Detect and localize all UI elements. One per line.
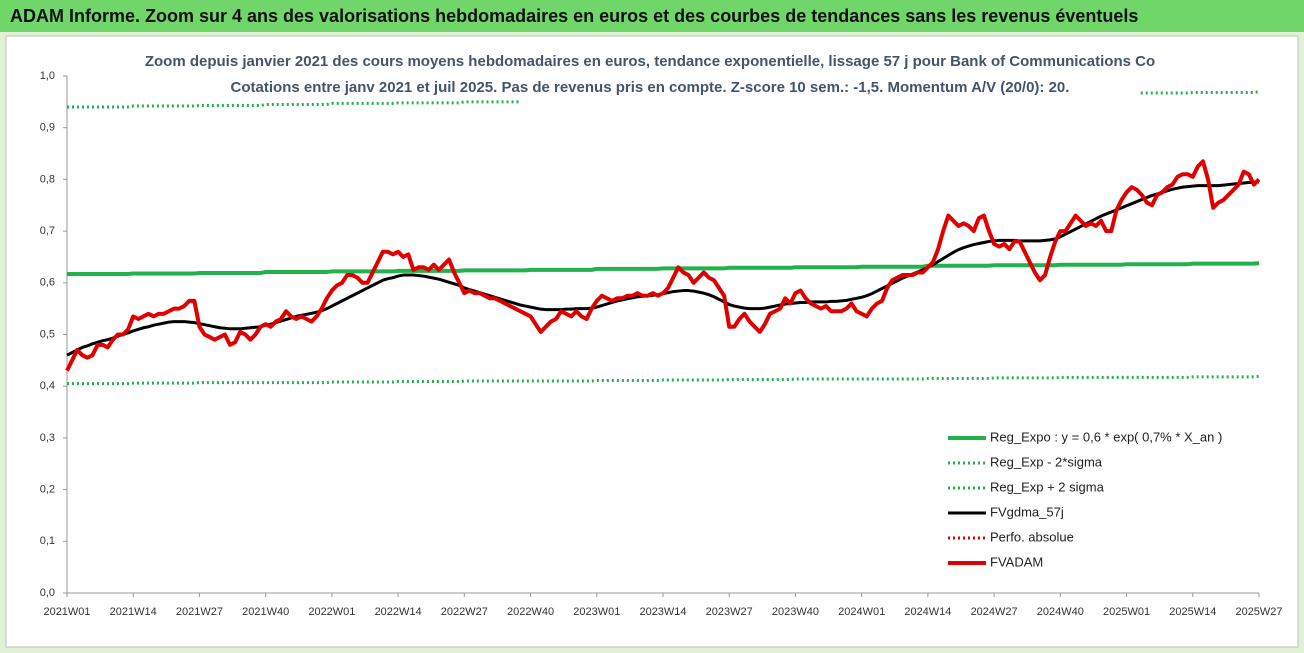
y-tick-label: 0,9 — [40, 122, 55, 134]
series-line — [67, 374, 1260, 386]
x-tick-label: 2023W40 — [772, 606, 819, 618]
subtitle-backdrop — [520, 42, 1140, 114]
x-tick-label: 2022W40 — [507, 606, 554, 618]
x-tick-label: 2024W14 — [904, 606, 951, 618]
x-tick-label: 2023W01 — [573, 606, 620, 618]
legend-label: Reg_Expo : y = 0,6 * exp( 0,7% * X_an ) — [990, 429, 1222, 444]
x-tick-label: 2021W40 — [242, 606, 289, 618]
legend-label: FVADAM — [990, 554, 1043, 569]
y-tick-label: 1,0 — [40, 70, 55, 82]
legend: Reg_Expo : y = 0,6 * exp( 0,7% * X_an ) R… — [948, 429, 1222, 569]
x-tick-label: 2021W01 — [43, 606, 90, 618]
legend-label: Perfo. absolue — [990, 529, 1074, 544]
x-tick-label: 2025W01 — [1103, 606, 1150, 618]
series-line — [65, 159, 1261, 372]
y-tick-label: 0,0 — [40, 587, 55, 599]
plot-frame — [5, 35, 1299, 648]
y-tick-label: 0,3 — [40, 432, 55, 444]
x-tick-label: 2022W14 — [375, 606, 422, 618]
x-tick-label: 2023W14 — [639, 606, 686, 618]
legend-label: Reg_Exp - 2*sigma — [990, 454, 1103, 469]
y-tick-label: 0,2 — [40, 484, 55, 496]
y-tick-label: 0,1 — [40, 535, 55, 547]
x-tick-label: 2021W27 — [176, 606, 223, 618]
x-tick-label: 2025W14 — [1169, 606, 1216, 618]
x-tick-label: 2024W01 — [838, 606, 885, 618]
x-tick-label: 2025W27 — [1235, 606, 1282, 618]
y-tick-label: 0,4 — [40, 380, 55, 392]
subtitle: Cotations entre janv 2021 et juil 2025. … — [231, 79, 1070, 96]
y-tick-label: 0,8 — [40, 173, 55, 185]
series-line — [67, 261, 1260, 277]
legend-label: Reg_Exp + 2 sigma — [990, 479, 1105, 494]
x-tick-label: 2024W40 — [1037, 606, 1084, 618]
chart-title: ADAM Informe. Zoom sur 4 ans des valoris… — [10, 6, 1138, 26]
x-tick-label: 2022W01 — [308, 606, 355, 618]
x-tick-label: 2021W14 — [110, 606, 157, 618]
legend-label: FVgdma_57j — [990, 504, 1064, 519]
x-tick-label: 2022W27 — [441, 606, 488, 618]
x-tick-label: 2024W27 — [971, 606, 1018, 618]
plot-area: 0,0 0,1 0,2 0,3 0,4 0,5 0,6 0,7 0,8 0,9 1,0 2021W01… — [40, 70, 1283, 618]
y-tick-label: 0,7 — [40, 225, 55, 237]
y-tick-label: 0,6 — [40, 277, 55, 289]
y-tick-label: 0,5 — [40, 328, 55, 340]
subtitle: Zoom depuis janvier 2021 des cours moyen… — [145, 53, 1155, 70]
title-bar — [0, 0, 1304, 32]
x-tick-label: 2023W27 — [706, 606, 753, 618]
